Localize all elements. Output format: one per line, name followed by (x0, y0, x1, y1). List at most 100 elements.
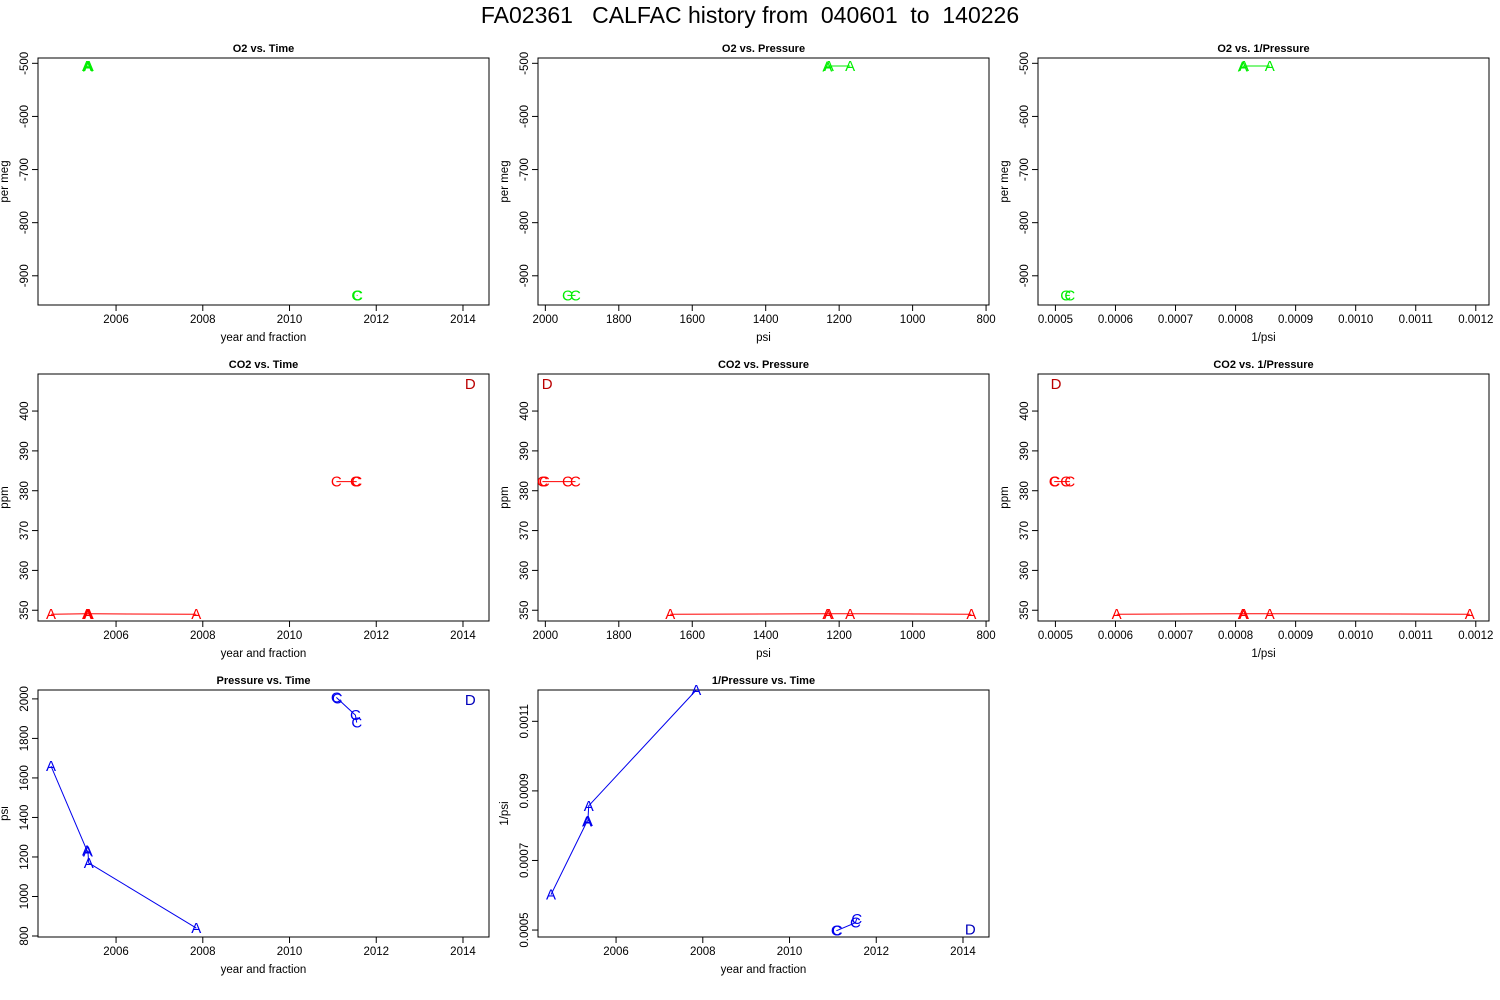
y-tick-label: -600 (1019, 105, 1031, 128)
plot-frame (1037, 57, 1490, 306)
x-axis-label: 1/psi (1251, 648, 1275, 660)
chart-panel-4: CO2 vs. Time 2006 2008 2010 2012 2014 350 360 37… (0, 359, 490, 660)
y-tick-label: 800 (19, 926, 31, 945)
x-tick-label: 1000 (900, 314, 926, 326)
y-tick-label: 400 (519, 401, 531, 420)
data-point-A: A (1112, 606, 1122, 623)
data-point-C: C (851, 911, 862, 928)
x-tick-label: 2006 (103, 946, 129, 958)
x-axis-label: 1/psi (1251, 332, 1275, 344)
y-tick-label: 1400 (19, 805, 31, 831)
y-tick-label: 0.0009 (519, 773, 531, 808)
data-point-A: A (191, 606, 201, 623)
data-point-C: C (570, 474, 581, 491)
series-line-C (336, 696, 358, 723)
x-tick-label: 1400 (753, 314, 779, 326)
x-tick-label: 1200 (826, 630, 852, 642)
y-axis-label: ppm (499, 486, 511, 508)
data-point-A: A (584, 798, 594, 815)
series-line-A (1242, 65, 1270, 67)
x-tick-label: 1000 (900, 630, 926, 642)
y-tick-label: 370 (519, 521, 531, 540)
x-tick-label: 2010 (777, 946, 803, 958)
y-tick-label: 360 (1019, 561, 1031, 580)
x-tick-label: 0.0009 (1278, 314, 1313, 326)
data-point-A: A (691, 682, 701, 699)
chart-panel-5: CO2 vs. Pressure 2000 1800 1600 1400 1200 1000… (499, 359, 996, 660)
x-tick-label: 1400 (753, 630, 779, 642)
data-point-A: A (1239, 606, 1249, 623)
x-tick-label: 2000 (533, 630, 559, 642)
x-axis-label: year and fraction (221, 648, 307, 660)
y-tick-label: 370 (19, 521, 31, 540)
x-tick-label: 2012 (363, 314, 389, 326)
y-axis-label: psi (0, 806, 11, 821)
data-point-C: C (350, 707, 361, 724)
x-tick-label: 1600 (679, 314, 705, 326)
y-axis-label: ppm (0, 486, 11, 508)
x-tick-label: 0.0011 (1399, 314, 1433, 326)
data-point-C: C (1060, 287, 1071, 304)
data-point-A: A (582, 814, 592, 831)
x-tick-label: 2008 (190, 630, 216, 642)
x-tick-label: 0.0006 (1098, 314, 1133, 326)
data-point-C: C (562, 287, 573, 304)
y-tick-label: 360 (519, 561, 531, 580)
x-tick-label: 1600 (679, 630, 705, 642)
data-point-A: A (46, 606, 56, 623)
y-axis-label: per meg (999, 160, 1011, 202)
data-point-D: D (542, 376, 553, 393)
y-axis-label: per meg (0, 160, 11, 202)
plot-frame (537, 373, 990, 622)
x-tick-label: 0.0010 (1338, 630, 1373, 642)
plot-frame (37, 373, 490, 622)
data-point-A: A (83, 843, 93, 860)
data-point-C: C (331, 689, 342, 706)
x-tick-label: 0.0005 (1038, 314, 1073, 326)
data-point-D: D (465, 692, 476, 709)
y-tick-label: 350 (19, 601, 31, 620)
x-tick-label: 2006 (103, 314, 129, 326)
x-tick-label: 2008 (690, 946, 716, 958)
x-tick-label: 0.0009 (1278, 630, 1313, 642)
x-axis-label: psi (756, 648, 771, 660)
data-point-C: C (352, 287, 363, 304)
y-tick-label: 380 (19, 481, 31, 500)
x-tick-label: 0.0007 (1158, 630, 1193, 642)
data-point-D: D (965, 922, 976, 939)
panel-title: O2 vs. Pressure (722, 43, 805, 55)
data-point-C: C (832, 922, 843, 939)
y-tick-label: 0.0005 (519, 912, 531, 947)
data-point-C: C (350, 474, 361, 491)
x-tick-label: 800 (976, 630, 995, 642)
data-point-C: C (351, 287, 362, 304)
y-tick-label: -500 (1019, 52, 1031, 75)
data-point-A: A (1238, 606, 1248, 623)
y-tick-label: 400 (1019, 401, 1031, 420)
panel-title: 1/Pressure vs. Time (712, 675, 815, 687)
data-point-C: C (1064, 474, 1075, 491)
x-tick-label: 2006 (103, 630, 129, 642)
y-tick-label: 1800 (19, 726, 31, 752)
x-tick-label: 2000 (533, 314, 559, 326)
x-tick-label: 2008 (190, 946, 216, 958)
y-axis-label: per meg (499, 160, 511, 202)
x-axis-label: psi (756, 332, 771, 344)
chart-panel-8: 1/Pressure vs. Time 2006 2008 2010 2012 2014 0… (499, 675, 990, 976)
y-tick-label: -700 (1019, 158, 1031, 181)
data-point-A: A (1238, 58, 1248, 75)
y-tick-label: 2000 (19, 686, 31, 712)
y-tick-label: 380 (519, 481, 531, 500)
data-point-C: C (850, 915, 861, 932)
series-line-A (50, 765, 197, 929)
data-point-A: A (84, 855, 94, 872)
panel-title: CO2 vs. 1/Pressure (1213, 359, 1313, 371)
data-point-C: C (537, 474, 548, 491)
data-point-D: D (1051, 376, 1062, 393)
x-tick-label: 0.0006 (1098, 630, 1133, 642)
data-point-A: A (83, 58, 93, 75)
y-tick-label: -800 (1019, 211, 1031, 234)
series-line-A (86, 65, 89, 68)
y-tick-label: 1000 (19, 884, 31, 910)
